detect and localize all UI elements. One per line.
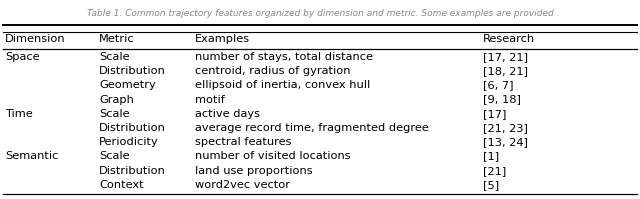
Text: [21]: [21]	[483, 166, 506, 176]
Text: [18, 21]: [18, 21]	[483, 66, 528, 76]
Text: Space: Space	[5, 52, 40, 62]
Text: Examples: Examples	[195, 34, 250, 44]
Text: Periodicity: Periodicity	[99, 137, 159, 147]
Text: [9, 18]: [9, 18]	[483, 95, 521, 104]
Text: word2vec vector: word2vec vector	[195, 180, 290, 190]
Text: [5]: [5]	[483, 180, 499, 190]
Text: [17, 21]: [17, 21]	[483, 52, 528, 62]
Text: ellipsoid of inertia, convex hull: ellipsoid of inertia, convex hull	[195, 80, 371, 90]
Text: [6, 7]: [6, 7]	[483, 80, 514, 90]
Text: Research: Research	[483, 34, 535, 44]
Text: Semantic: Semantic	[5, 151, 58, 161]
Text: Metric: Metric	[99, 34, 135, 44]
Text: Graph: Graph	[99, 95, 134, 104]
Text: motif: motif	[195, 95, 225, 104]
Text: [21, 23]: [21, 23]	[483, 123, 528, 133]
Text: Geometry: Geometry	[99, 80, 156, 90]
Text: spectral features: spectral features	[195, 137, 292, 147]
Text: Distribution: Distribution	[99, 66, 166, 76]
Text: centroid, radius of gyration: centroid, radius of gyration	[195, 66, 351, 76]
Text: Scale: Scale	[99, 151, 130, 161]
Text: Table 1. Common trajectory features organized by dimension and metric. Some exam: Table 1. Common trajectory features orga…	[86, 9, 554, 18]
Text: [1]: [1]	[483, 151, 499, 161]
Text: Scale: Scale	[99, 52, 130, 62]
Text: [13, 24]: [13, 24]	[483, 137, 528, 147]
Text: [17]: [17]	[483, 109, 507, 119]
Text: active days: active days	[195, 109, 260, 119]
Text: number of stays, total distance: number of stays, total distance	[195, 52, 373, 62]
Text: Scale: Scale	[99, 109, 130, 119]
Text: land use proportions: land use proportions	[195, 166, 313, 176]
Text: Context: Context	[99, 180, 144, 190]
Text: Time: Time	[5, 109, 33, 119]
Text: number of visited locations: number of visited locations	[195, 151, 351, 161]
Text: average record time, fragmented degree: average record time, fragmented degree	[195, 123, 429, 133]
Text: Distribution: Distribution	[99, 123, 166, 133]
Text: Distribution: Distribution	[99, 166, 166, 176]
Text: Dimension: Dimension	[5, 34, 66, 44]
